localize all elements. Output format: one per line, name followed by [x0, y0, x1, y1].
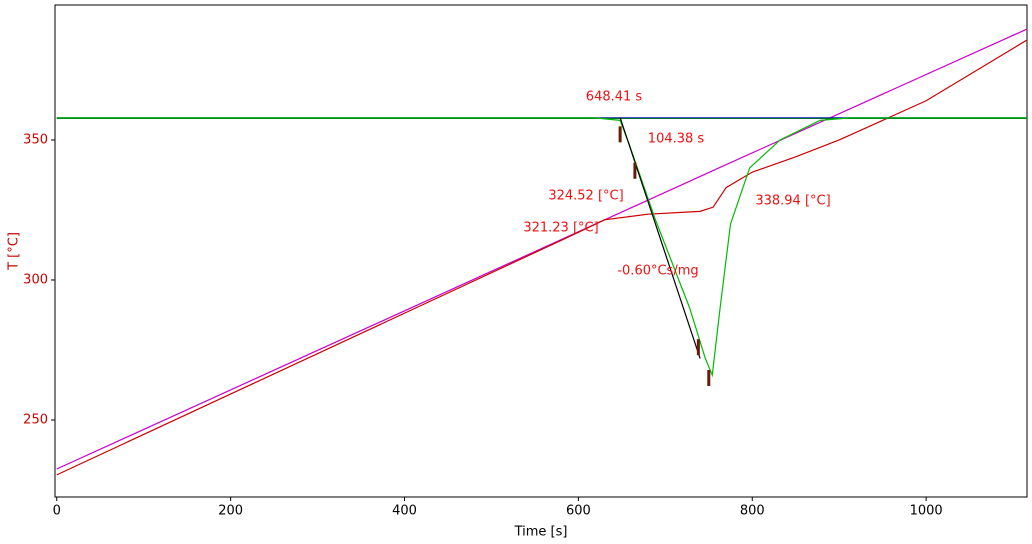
annotation: 324.52 [°C] [548, 189, 623, 204]
marker [633, 162, 637, 179]
series-line [56, 117, 1027, 378]
x-tick-label: 600 [566, 504, 591, 519]
annotation: 321.23 [°C] [523, 221, 598, 236]
annotation: 648.41 s [586, 90, 643, 105]
x-tick-label: 400 [392, 504, 417, 519]
plot-frame [54, 4, 1028, 498]
annotation: 338.94 [°C] [755, 194, 830, 209]
series-line [56, 39, 1028, 476]
marker [618, 126, 622, 143]
y-axis-label: T [°C] [7, 232, 22, 271]
series-line [619, 117, 701, 359]
annotation: 104.38 s [648, 132, 705, 147]
x-tick-label: 1000 [910, 504, 943, 519]
x-tick-label: 0 [53, 504, 61, 519]
x-tick-label: 800 [740, 504, 765, 519]
x-axis-label: Time [s] [514, 525, 568, 540]
series-line [56, 28, 1028, 470]
y-tick-label: 350 [23, 132, 48, 147]
marker [707, 369, 711, 386]
annotation: -0.60°Cs/mg [617, 264, 698, 279]
x-tick-label: 200 [218, 504, 243, 519]
marker [696, 339, 700, 356]
y-tick-label: 250 [23, 412, 48, 427]
y-tick-label: 300 [23, 272, 48, 287]
